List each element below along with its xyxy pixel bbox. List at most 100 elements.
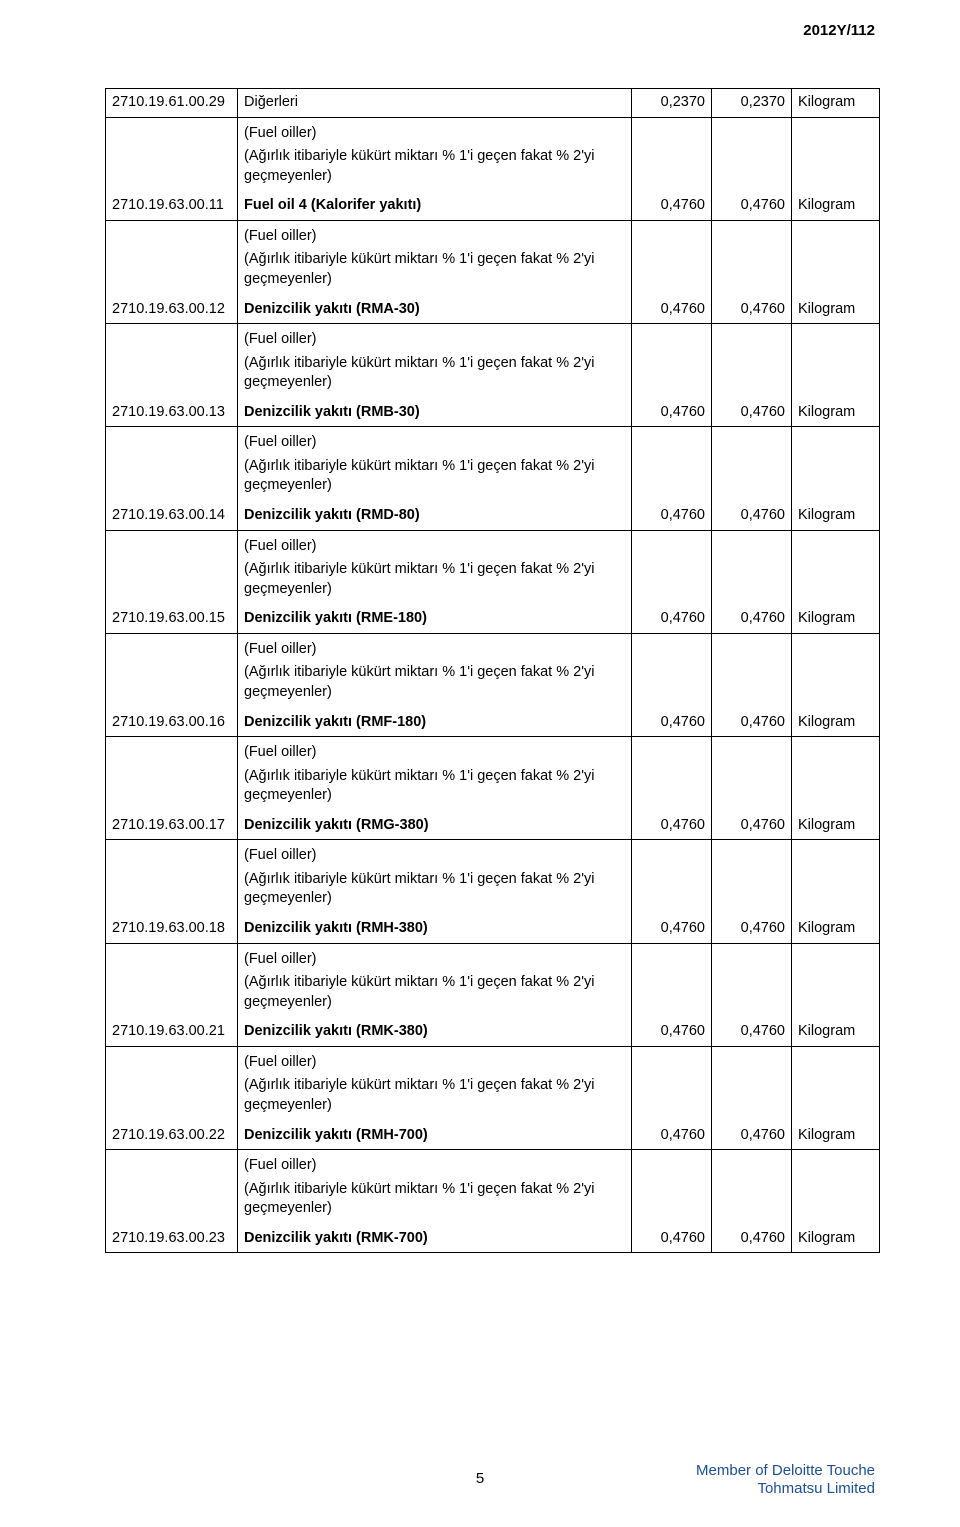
note-line-2: (Ağırlık itibariyle kükürt miktarı % 1'i… [244,1074,625,1117]
page: 2012Y/112 2710.19.61.00.29Diğerleri0,237… [0,0,960,1527]
unit-cell: Kilogram [792,1122,880,1150]
note-cell: (Fuel oiller)(Ağırlık itibariyle kükürt … [238,530,632,605]
description-cell: Diğerleri [238,89,632,118]
note-line-1: (Fuel oiller) [244,431,625,455]
value-1-cell: 0,4760 [632,296,712,324]
note-line-2: (Ağırlık itibariyle kükürt miktarı % 1'i… [244,145,625,188]
value-1-cell-empty [632,220,712,295]
value-2-cell: 0,4760 [712,502,792,530]
note-cell: (Fuel oiller)(Ağırlık itibariyle kükürt … [238,1150,632,1225]
value-2-cell: 0,4760 [712,812,792,840]
note-line-1: (Fuel oiller) [244,535,625,559]
table-row: 2710.19.63.00.15Denizcilik yakıtı (RME-1… [106,605,880,633]
note-line-1: (Fuel oiller) [244,225,625,249]
value-1-cell: 0,4760 [632,1122,712,1150]
unit-cell: Kilogram [792,915,880,943]
note-line-2: (Ağırlık itibariyle kükürt miktarı % 1'i… [244,971,625,1014]
note-cell: (Fuel oiller)(Ağırlık itibariyle kükürt … [238,1046,632,1121]
footer-line-1: Member of Deloitte Touche [696,1462,875,1481]
code-cell-empty [106,943,238,1018]
value-1-cell: 0,4760 [632,1018,712,1046]
value-2-cell: 0,4760 [712,1225,792,1253]
note-line-2: (Ağırlık itibariyle kükürt miktarı % 1'i… [244,661,625,704]
unit-cell-empty [792,427,880,502]
code-cell-empty [106,220,238,295]
table-row: 2710.19.63.00.17Denizcilik yakıtı (RMG-3… [106,812,880,840]
table-row: 2710.19.63.00.14Denizcilik yakıtı (RMD-8… [106,502,880,530]
value-2-cell-empty [712,943,792,1018]
value-1-cell-empty [632,943,712,1018]
code-cell-empty [106,427,238,502]
note-line-1: (Fuel oiller) [244,1051,625,1075]
footer: Member of Deloitte Touche Tohmatsu Limit… [696,1462,875,1500]
note-cell: (Fuel oiller)(Ağırlık itibariyle kükürt … [238,737,632,812]
note-cell: (Fuel oiller)(Ağırlık itibariyle kükürt … [238,943,632,1018]
unit-cell: Kilogram [792,89,880,118]
note-line-2: (Ağırlık itibariyle kükürt miktarı % 1'i… [244,248,625,291]
document-id: 2012Y/112 [803,22,875,39]
value-1-cell: 0,4760 [632,915,712,943]
note-line-1: (Fuel oiller) [244,638,625,662]
unit-cell-empty [792,1150,880,1225]
table-row: 2710.19.63.00.22Denizcilik yakıtı (RMH-7… [106,1122,880,1150]
table-row: 2710.19.63.00.13Denizcilik yakıtı (RMB-3… [106,399,880,427]
code-cell-empty [106,530,238,605]
note-line-2: (Ağırlık itibariyle kükürt miktarı % 1'i… [244,352,625,395]
footer-line-2: Tohmatsu Limited [696,1480,875,1499]
note-line-1: (Fuel oiller) [244,328,625,352]
table-row: 2710.19.63.00.18Denizcilik yakıtı (RMH-3… [106,915,880,943]
note-cell: (Fuel oiller)(Ağırlık itibariyle kükürt … [238,427,632,502]
unit-cell: Kilogram [792,605,880,633]
table-row: 2710.19.63.00.11Fuel oil 4 (Kalorifer ya… [106,192,880,220]
value-1-cell: 0,4760 [632,1225,712,1253]
unit-cell-empty [792,633,880,708]
value-2-cell: 0,4760 [712,915,792,943]
code-cell-empty [106,117,238,192]
value-2-cell: 0,4760 [712,296,792,324]
unit-cell-empty [792,737,880,812]
value-2-cell: 0,4760 [712,1122,792,1150]
unit-cell: Kilogram [792,1018,880,1046]
description-cell: Denizcilik yakıtı (RME-180) [238,605,632,633]
value-2-cell-empty [712,1046,792,1121]
note-line-1: (Fuel oiller) [244,741,625,765]
value-2-cell-empty [712,530,792,605]
table-row: 2710.19.63.00.16Denizcilik yakıtı (RMF-1… [106,709,880,737]
description-cell: Denizcilik yakıtı (RMD-80) [238,502,632,530]
description-cell: Denizcilik yakıtı (RMH-700) [238,1122,632,1150]
value-1-cell: 0,2370 [632,89,712,118]
code-cell: 2710.19.63.00.13 [106,399,238,427]
value-1-cell: 0,4760 [632,502,712,530]
unit-cell-empty [792,324,880,399]
code-cell: 2710.19.63.00.16 [106,709,238,737]
value-2-cell: 0,4760 [712,192,792,220]
unit-cell-empty [792,117,880,192]
value-2-cell-empty [712,220,792,295]
value-1-cell: 0,4760 [632,192,712,220]
value-1-cell-empty [632,737,712,812]
note-line-2: (Ağırlık itibariyle kükürt miktarı % 1'i… [244,558,625,601]
value-1-cell-empty [632,1150,712,1225]
code-cell: 2710.19.63.00.23 [106,1225,238,1253]
value-2-cell: 0,4760 [712,605,792,633]
description-cell: Denizcilik yakıtı (RMH-380) [238,915,632,943]
code-cell-empty [106,1150,238,1225]
code-cell: 2710.19.63.00.17 [106,812,238,840]
unit-cell: Kilogram [792,1225,880,1253]
note-line-2: (Ağırlık itibariyle kükürt miktarı % 1'i… [244,868,625,911]
value-1-cell-empty [632,117,712,192]
value-2-cell-empty [712,427,792,502]
value-2-cell: 0,4760 [712,399,792,427]
value-1-cell: 0,4760 [632,709,712,737]
note-line-1: (Fuel oiller) [244,948,625,972]
unit-cell-empty [792,220,880,295]
value-1-cell-empty [632,840,712,915]
code-cell: 2710.19.63.00.15 [106,605,238,633]
unit-cell-empty [792,943,880,1018]
code-cell: 2710.19.63.00.18 [106,915,238,943]
code-cell: 2710.19.61.00.29 [106,89,238,118]
value-2-cell: 0,2370 [712,89,792,118]
description-cell: Denizcilik yakıtı (RMB-30) [238,399,632,427]
value-2-cell: 0,4760 [712,1018,792,1046]
note-line-1: (Fuel oiller) [244,1154,625,1178]
